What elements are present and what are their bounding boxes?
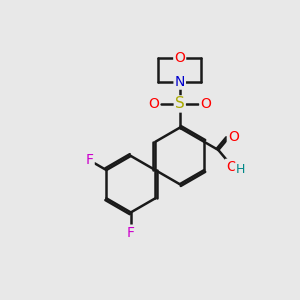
- Text: S: S: [175, 96, 184, 111]
- Text: O: O: [200, 97, 211, 111]
- Text: F: F: [127, 226, 135, 240]
- Text: O: O: [226, 160, 237, 174]
- Text: O: O: [148, 97, 159, 111]
- Text: O: O: [174, 51, 185, 65]
- Text: N: N: [175, 75, 185, 88]
- Text: O: O: [228, 130, 239, 144]
- Text: F: F: [85, 153, 94, 167]
- Text: H: H: [236, 163, 245, 176]
